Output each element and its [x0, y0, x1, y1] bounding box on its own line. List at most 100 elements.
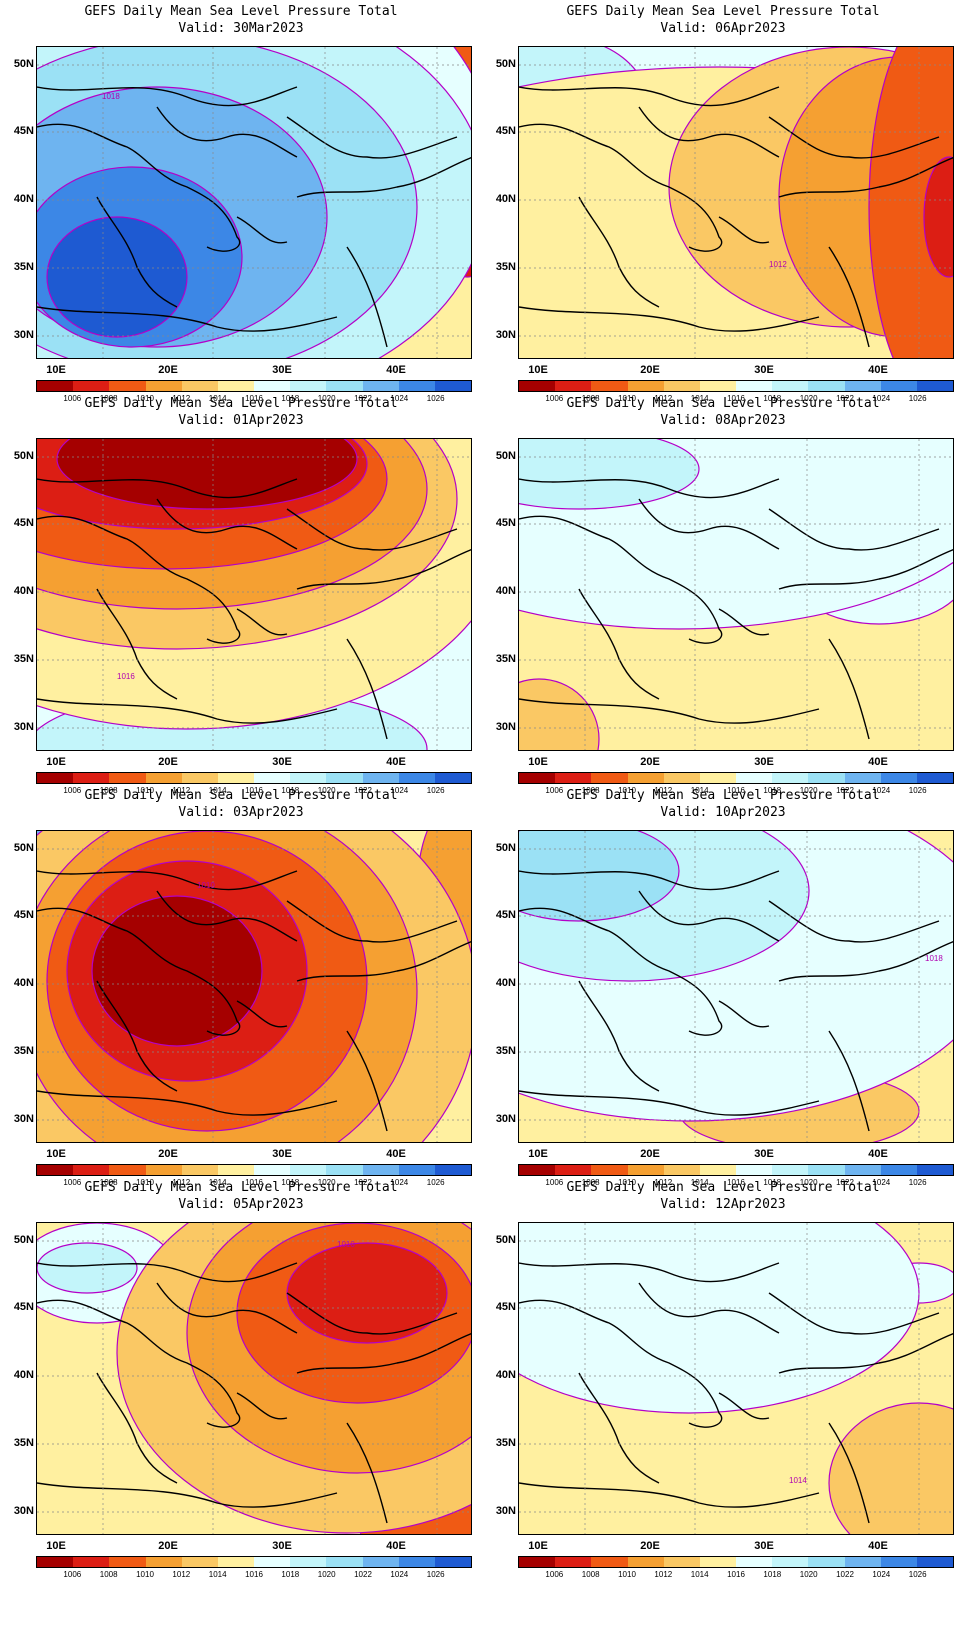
colorbar-label: 1006	[545, 1570, 564, 1579]
contour-label: 1010	[337, 1240, 355, 1249]
colorbar-swatch	[362, 773, 399, 783]
coastline	[718, 1392, 770, 1420]
colorbar-label: 1008	[99, 1570, 118, 1579]
panel-valid-date: Valid: 30Mar2023	[178, 21, 304, 36]
coastline	[828, 638, 870, 740]
colorbar-label: 1008	[581, 1178, 600, 1187]
colorbar-swatch	[916, 1557, 954, 1567]
colorbar-swatch	[736, 773, 773, 783]
colorbar-swatch	[109, 1165, 146, 1175]
colorbar-swatch	[772, 381, 809, 391]
colorbar-swatch	[37, 1165, 74, 1175]
colorbar-label: 1008	[99, 1178, 118, 1187]
colorbar-swatch	[555, 1165, 592, 1175]
lat-tick-label: 35N	[13, 1045, 34, 1057]
colorbar-label: 1014	[208, 394, 227, 403]
colorbar-swatch	[145, 381, 182, 391]
colorbar-swatch	[880, 1557, 917, 1567]
colorbar	[518, 772, 954, 784]
coastline	[37, 1090, 338, 1116]
panel-valid-date: Valid: 05Apr2023	[178, 1197, 304, 1212]
coastline	[718, 1000, 770, 1028]
colorbar-label: 1016	[727, 786, 745, 795]
colorbar-swatch	[37, 1557, 74, 1567]
lon-tick-label: 20E	[640, 364, 660, 376]
colorbar-label: 1016	[727, 1178, 745, 1187]
colorbar-swatch	[880, 381, 917, 391]
coastline	[37, 907, 241, 1036]
colorbar-swatch	[145, 1165, 182, 1175]
colorbar-swatch	[434, 1165, 472, 1175]
lat-tick-label: 35N	[495, 261, 516, 273]
colorbar-swatch	[181, 381, 218, 391]
colorbar-swatch	[555, 381, 592, 391]
colorbar-swatch	[844, 773, 881, 783]
colorbar-label: 1020	[317, 394, 336, 403]
colorbar-label: 1022	[836, 394, 854, 403]
lon-tick-label: 10E	[528, 1540, 548, 1552]
contour-label: 1012	[769, 260, 787, 269]
colorbar-swatch	[362, 1165, 399, 1175]
colorbar-swatch	[519, 381, 556, 391]
colorbar-swatch	[217, 1557, 255, 1567]
colorbar-swatch	[181, 1165, 218, 1175]
colorbar-swatch	[844, 381, 881, 391]
colorbar-label: 1010	[618, 786, 636, 795]
coastline	[768, 508, 940, 551]
colorbar-label: 1006	[63, 1178, 82, 1187]
panel-title: GEFS Daily Mean Sea Level Pressure Total	[84, 1180, 398, 1195]
colorbar-swatch	[772, 1557, 809, 1567]
coastline	[768, 116, 940, 159]
coastline	[519, 1090, 820, 1116]
coastline	[236, 216, 288, 244]
lat-tick-label: 35N	[495, 1045, 516, 1057]
coastline	[156, 106, 298, 158]
coastline	[296, 941, 471, 982]
lat-tick-label: 45N	[13, 1301, 34, 1313]
lon-tick-label: 30E	[272, 1148, 292, 1160]
colorbar-swatch	[398, 1557, 435, 1567]
coastline	[37, 478, 298, 499]
coastline	[286, 900, 458, 943]
map-panel: GEFS Daily Mean Sea Level Pressure Total…	[0, 0, 482, 410]
lon-tick-label: 10E	[46, 756, 66, 768]
coastline	[296, 1333, 471, 1374]
colorbar-label: 1016	[245, 1570, 263, 1579]
colorbar-label: 1014	[208, 1178, 227, 1187]
lon-tick-label: 40E	[868, 1148, 888, 1160]
lat-tick-label: 40N	[495, 977, 516, 989]
lon-tick-label: 10E	[528, 1148, 548, 1160]
contour-label: 1014	[789, 1476, 807, 1485]
coastline	[96, 980, 178, 1092]
colorbar-swatch	[808, 381, 845, 391]
colorbar-swatch	[699, 773, 737, 783]
lon-tick-label: 30E	[272, 756, 292, 768]
coastline	[778, 941, 953, 982]
coastline	[96, 588, 178, 700]
colorbar-swatch	[663, 381, 700, 391]
colorbar	[518, 380, 954, 392]
colorbar-swatch	[290, 1165, 327, 1175]
colorbar-swatch	[627, 381, 664, 391]
isobar-region	[91, 895, 263, 1047]
colorbar-swatch	[699, 1165, 737, 1175]
coastline	[346, 246, 388, 348]
colorbar-label: 1026	[426, 1178, 445, 1187]
colorbar-swatch	[290, 773, 327, 783]
lon-tick-label: 40E	[868, 756, 888, 768]
colorbar-swatch	[627, 773, 664, 783]
colorbar	[518, 1164, 954, 1176]
coastline	[519, 515, 723, 644]
lat-tick-label: 50N	[495, 450, 516, 462]
colorbar-label: 1012	[654, 1178, 673, 1187]
isobar-region	[519, 439, 700, 510]
colorbar-label: 1016	[727, 394, 745, 403]
panel-title: GEFS Daily Mean Sea Level Pressure Total	[84, 4, 398, 19]
colorbar-swatch	[844, 1557, 881, 1567]
coastline	[37, 306, 338, 332]
lat-tick-label: 30N	[495, 1113, 516, 1125]
map-panel: GEFS Daily Mean Sea Level Pressure Total…	[482, 392, 964, 802]
coastline	[638, 498, 780, 550]
coastline	[718, 608, 770, 636]
lat-tick-label: 50N	[13, 842, 34, 854]
